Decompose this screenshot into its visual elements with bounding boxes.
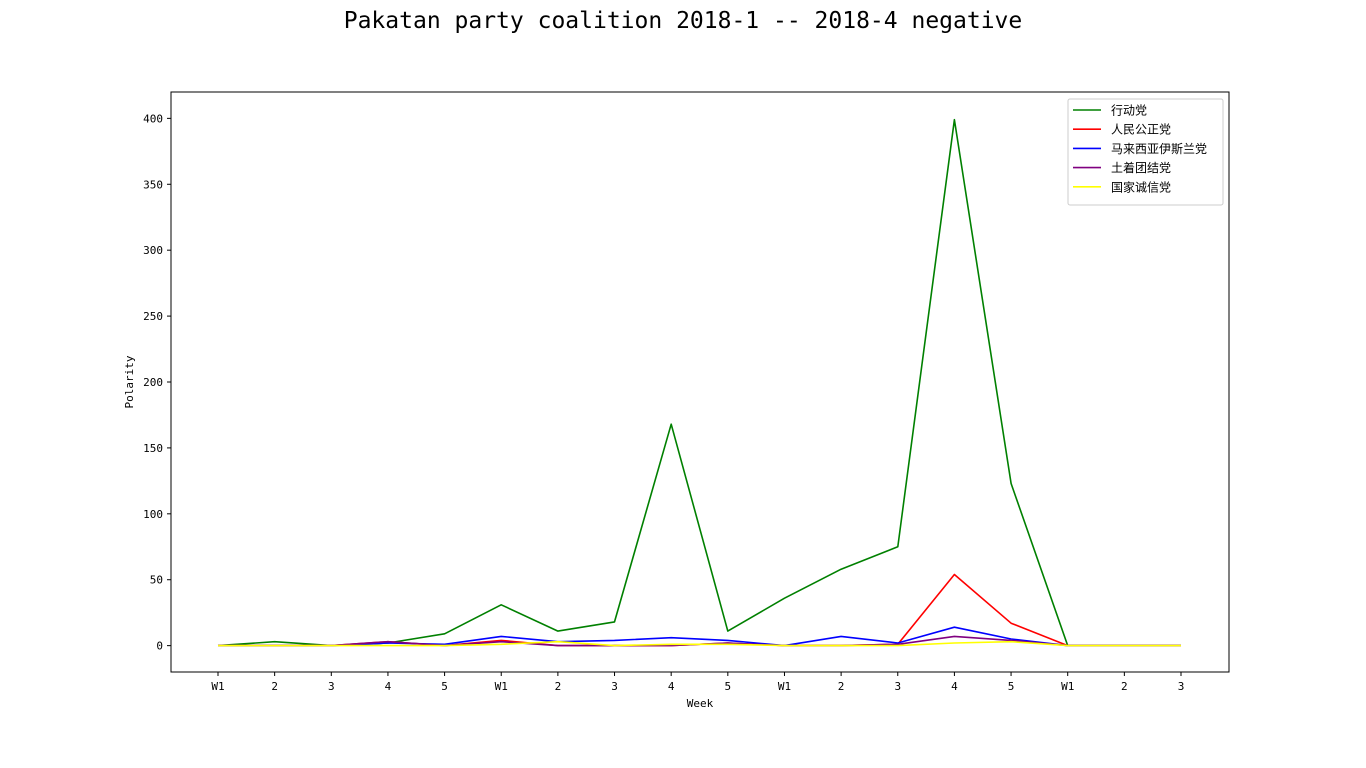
x-tick-label: 3: [328, 680, 335, 693]
legend-box: [1067, 98, 1224, 206]
chart-title: Pakatan party coalition 2018-1 -- 2018-4…: [343, 8, 1023, 34]
x-tick-label: W1: [778, 680, 791, 693]
x-tick-label: 4: [385, 680, 392, 693]
y-tick-label: 0: [156, 640, 163, 653]
legend-label: 行动党: [1111, 103, 1147, 118]
y-tick-label: 400: [143, 112, 163, 125]
y-axis-label: Polarity: [123, 355, 136, 408]
x-axis: W1 2 3 4 5 W1 2 3 4 5 W1 2 3 4 5 W1 2 3: [211, 672, 1184, 693]
y-tick-label: 100: [143, 508, 163, 521]
x-tick-label: W1: [495, 680, 508, 693]
x-tick-label: 5: [441, 680, 448, 693]
x-tick-label: W1: [1061, 680, 1074, 693]
y-tick-label: 50: [150, 574, 163, 587]
x-tick-label: 2: [271, 680, 278, 693]
y-tick-label: 200: [143, 376, 163, 389]
series-line-0: [217, 118, 1181, 647]
legend-label: 国家诚信党: [1111, 179, 1171, 194]
x-axis-label: Week: [687, 697, 714, 710]
legend-label: 土着团结党: [1111, 160, 1171, 175]
x-tick-label: 3: [611, 680, 618, 693]
x-tick-label: 5: [725, 680, 732, 693]
x-tick-label: 2: [1121, 680, 1128, 693]
y-axis: 0 50 100 150 200 250 300 350 400: [143, 112, 171, 653]
series-line-2: [218, 626, 1181, 647]
legend-label: 人民公正党: [1111, 122, 1171, 137]
y-tick-label: 300: [143, 244, 163, 257]
x-tick-label: 2: [555, 680, 562, 693]
x-tick-label: 4: [951, 680, 958, 693]
x-tick-label: W1: [211, 680, 224, 693]
y-tick-label: 250: [143, 310, 163, 323]
y-tick-label: 150: [143, 442, 163, 455]
x-tick-label: 5: [1008, 680, 1015, 693]
x-tick-label: 4: [668, 680, 675, 693]
plot-lines: [217, 118, 1181, 647]
x-tick-label: 2: [838, 680, 845, 693]
legend-label: 马来西亚伊斯兰党: [1111, 141, 1207, 156]
series-line-1: [218, 573, 1181, 647]
series-line-4: [218, 640, 1181, 647]
y-tick-label: 350: [143, 178, 163, 191]
x-tick-label: 3: [894, 680, 901, 693]
x-tick-label: 3: [1178, 680, 1185, 693]
